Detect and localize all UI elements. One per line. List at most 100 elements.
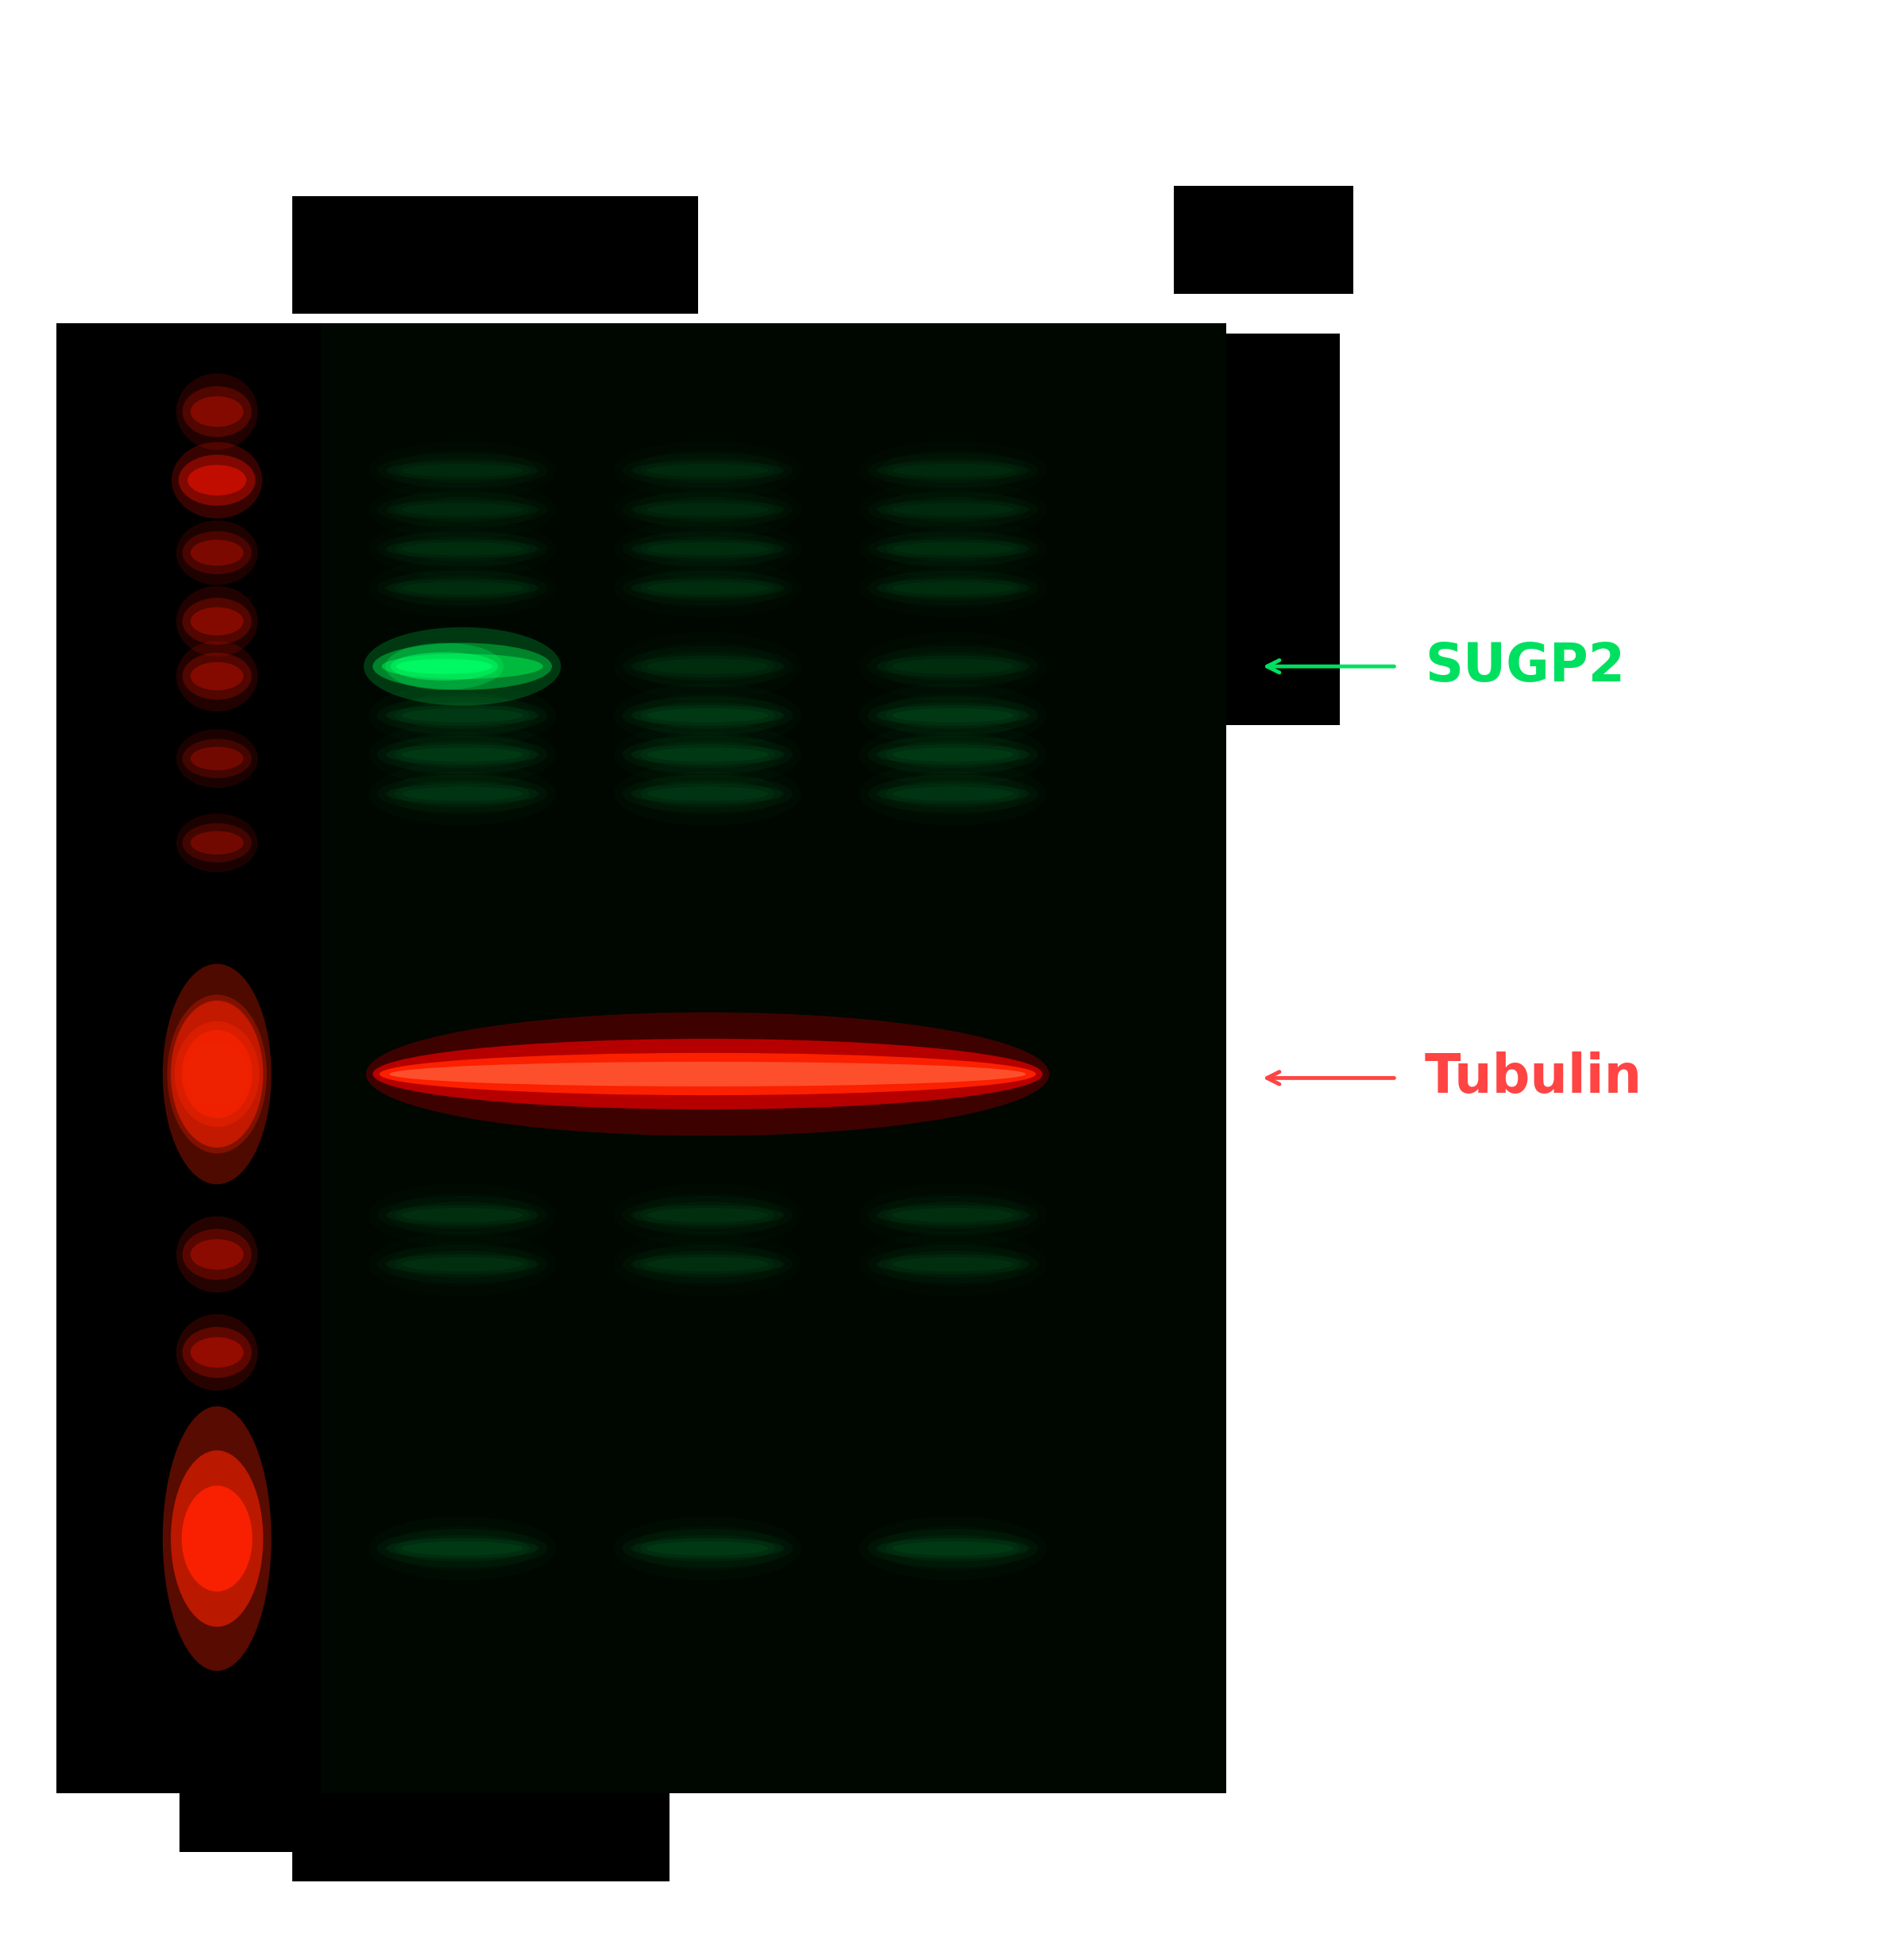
Ellipse shape [175, 1021, 259, 1127]
Ellipse shape [162, 964, 272, 1184]
Ellipse shape [876, 655, 1030, 678]
Ellipse shape [876, 706, 1030, 725]
Ellipse shape [868, 647, 1038, 688]
Ellipse shape [394, 576, 530, 600]
Ellipse shape [630, 784, 785, 804]
Ellipse shape [647, 582, 768, 594]
Ellipse shape [385, 784, 540, 804]
Ellipse shape [183, 1229, 251, 1280]
Ellipse shape [613, 1184, 802, 1247]
Bar [57, 323, 1227, 1793]
Ellipse shape [385, 539, 540, 559]
Ellipse shape [647, 504, 768, 515]
Ellipse shape [402, 1207, 523, 1223]
Ellipse shape [191, 608, 243, 635]
Ellipse shape [175, 729, 259, 788]
Ellipse shape [885, 537, 1021, 561]
Ellipse shape [623, 1196, 793, 1235]
Ellipse shape [859, 684, 1047, 747]
Ellipse shape [372, 643, 551, 690]
Ellipse shape [630, 1539, 785, 1558]
Ellipse shape [402, 708, 523, 723]
Ellipse shape [893, 582, 1013, 594]
Ellipse shape [368, 1517, 557, 1580]
Ellipse shape [385, 643, 504, 690]
Ellipse shape [613, 762, 802, 825]
Ellipse shape [377, 735, 547, 774]
Ellipse shape [191, 1337, 243, 1368]
Ellipse shape [630, 1205, 785, 1225]
Ellipse shape [640, 1250, 776, 1278]
Ellipse shape [876, 745, 1030, 764]
Ellipse shape [183, 531, 251, 574]
Ellipse shape [402, 1256, 523, 1272]
Ellipse shape [391, 653, 498, 680]
Ellipse shape [377, 774, 547, 813]
Ellipse shape [876, 1539, 1030, 1558]
Ellipse shape [640, 537, 776, 561]
Ellipse shape [368, 1184, 557, 1247]
Ellipse shape [381, 655, 543, 678]
Ellipse shape [394, 780, 530, 808]
Ellipse shape [868, 492, 1038, 527]
Ellipse shape [893, 504, 1013, 515]
Ellipse shape [647, 708, 768, 723]
Bar [179, 1774, 406, 1852]
Ellipse shape [368, 762, 557, 825]
Ellipse shape [385, 461, 540, 480]
Ellipse shape [394, 1201, 530, 1229]
Ellipse shape [377, 1529, 547, 1568]
Ellipse shape [885, 653, 1021, 680]
Ellipse shape [885, 498, 1021, 521]
Ellipse shape [893, 708, 1013, 723]
Ellipse shape [396, 659, 493, 674]
Ellipse shape [885, 1250, 1021, 1278]
Ellipse shape [876, 461, 1030, 480]
Ellipse shape [868, 1529, 1038, 1568]
Ellipse shape [377, 1245, 547, 1284]
Ellipse shape [175, 641, 259, 711]
Ellipse shape [191, 539, 243, 566]
Ellipse shape [623, 1245, 793, 1284]
Ellipse shape [377, 570, 547, 606]
Ellipse shape [640, 702, 776, 729]
Ellipse shape [640, 1201, 776, 1229]
Ellipse shape [385, 500, 540, 519]
Ellipse shape [368, 1233, 557, 1296]
Ellipse shape [868, 774, 1038, 813]
Ellipse shape [191, 396, 243, 427]
Ellipse shape [172, 1000, 262, 1147]
Ellipse shape [402, 465, 523, 476]
Ellipse shape [394, 459, 530, 482]
Ellipse shape [394, 498, 530, 521]
Ellipse shape [623, 696, 793, 735]
Ellipse shape [893, 1541, 1013, 1556]
Ellipse shape [385, 1254, 540, 1274]
Ellipse shape [859, 1184, 1047, 1247]
Ellipse shape [647, 747, 768, 762]
Ellipse shape [893, 543, 1013, 555]
Ellipse shape [868, 531, 1038, 566]
Ellipse shape [402, 1541, 523, 1556]
Ellipse shape [885, 459, 1021, 482]
Bar [321, 323, 1227, 1793]
Ellipse shape [175, 813, 259, 872]
Ellipse shape [885, 576, 1021, 600]
Bar [1227, 333, 1340, 725]
Ellipse shape [402, 543, 523, 555]
Ellipse shape [876, 784, 1030, 804]
Ellipse shape [647, 1541, 768, 1556]
Ellipse shape [630, 461, 785, 480]
Ellipse shape [175, 586, 259, 657]
Ellipse shape [885, 780, 1021, 808]
Ellipse shape [183, 386, 251, 437]
Ellipse shape [868, 735, 1038, 774]
Ellipse shape [374, 1039, 1042, 1109]
Ellipse shape [893, 1256, 1013, 1272]
Ellipse shape [394, 1250, 530, 1278]
Ellipse shape [859, 1233, 1047, 1296]
Ellipse shape [385, 1205, 540, 1225]
Ellipse shape [379, 1053, 1036, 1096]
Ellipse shape [162, 1407, 272, 1670]
Ellipse shape [630, 1254, 785, 1274]
